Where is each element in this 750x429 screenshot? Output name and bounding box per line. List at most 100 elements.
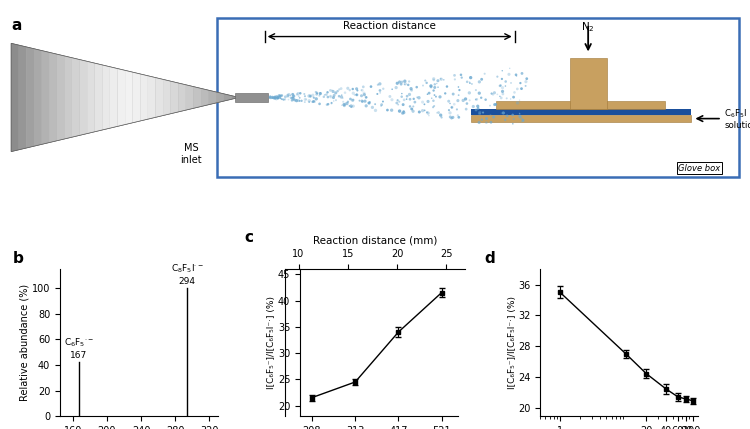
Point <box>364 99 376 106</box>
Point <box>307 92 319 99</box>
Point <box>508 94 520 100</box>
Point <box>286 95 298 102</box>
Point <box>386 86 398 93</box>
Point <box>413 109 425 115</box>
Point <box>282 93 294 100</box>
Point <box>279 96 291 103</box>
Point <box>272 94 284 101</box>
Point <box>358 91 370 98</box>
Point <box>398 108 410 115</box>
Point <box>304 93 316 100</box>
Point <box>404 103 416 110</box>
Polygon shape <box>201 88 208 106</box>
Point <box>291 91 303 98</box>
Point <box>310 91 322 98</box>
Point <box>273 92 285 99</box>
Point <box>398 109 410 116</box>
Polygon shape <box>140 74 148 121</box>
Point <box>478 70 490 77</box>
Point <box>356 92 368 99</box>
Point <box>265 94 277 101</box>
Point <box>342 85 354 92</box>
Point <box>322 94 334 100</box>
Polygon shape <box>178 83 186 112</box>
Text: c: c <box>223 230 232 245</box>
Point <box>399 80 411 87</box>
Point <box>325 94 337 100</box>
Point <box>448 72 460 79</box>
Point <box>452 84 464 91</box>
Point <box>497 91 509 97</box>
Point <box>494 93 506 100</box>
Point <box>413 94 425 101</box>
Point <box>470 106 482 113</box>
Point <box>339 100 351 107</box>
Point <box>471 96 483 103</box>
Point <box>484 112 496 118</box>
Point <box>327 88 339 95</box>
Point <box>423 90 435 97</box>
Point <box>512 100 524 106</box>
Point <box>271 93 283 100</box>
Point <box>336 102 348 109</box>
Point <box>299 96 311 103</box>
Point <box>402 82 414 88</box>
Point <box>430 80 442 87</box>
Point <box>374 89 386 96</box>
Point <box>314 92 326 99</box>
Point <box>346 97 358 103</box>
Point <box>425 84 437 91</box>
Point <box>347 96 359 103</box>
Point <box>333 86 345 93</box>
Point <box>346 103 358 110</box>
Point <box>272 94 284 101</box>
Point <box>298 91 310 97</box>
Point <box>288 96 300 103</box>
Point <box>408 95 420 102</box>
Point <box>454 87 466 94</box>
Point <box>481 119 493 126</box>
Point <box>476 116 488 123</box>
Point <box>344 87 355 94</box>
Point <box>363 100 375 106</box>
Point <box>406 106 418 112</box>
Point <box>280 94 292 100</box>
Point <box>520 75 532 82</box>
Point <box>489 101 501 108</box>
Point <box>320 91 332 98</box>
Point <box>292 97 304 104</box>
FancyBboxPatch shape <box>217 18 739 177</box>
Point <box>272 95 284 102</box>
Point <box>294 97 306 104</box>
Polygon shape <box>133 72 140 123</box>
Point <box>398 97 410 103</box>
Point <box>484 102 496 109</box>
Point <box>395 81 407 88</box>
Point <box>427 76 439 83</box>
Point <box>473 79 485 85</box>
Point <box>349 91 361 98</box>
Polygon shape <box>118 69 125 126</box>
Point <box>444 114 456 121</box>
Point <box>286 97 298 104</box>
Point <box>501 112 513 119</box>
Point <box>396 90 408 97</box>
Point <box>339 89 351 96</box>
Point <box>441 83 453 90</box>
Point <box>363 100 375 106</box>
Point <box>399 81 411 88</box>
Point <box>407 103 419 110</box>
Polygon shape <box>64 56 72 139</box>
Point <box>346 85 358 92</box>
Point <box>447 114 459 121</box>
Point <box>357 83 369 90</box>
Point <box>391 100 403 106</box>
Point <box>446 104 458 111</box>
Point <box>391 100 403 106</box>
Point <box>496 67 508 74</box>
Point <box>341 100 353 107</box>
Text: N$_2$: N$_2$ <box>581 21 595 34</box>
Point <box>386 107 398 114</box>
Point <box>419 77 431 84</box>
Polygon shape <box>148 76 155 119</box>
